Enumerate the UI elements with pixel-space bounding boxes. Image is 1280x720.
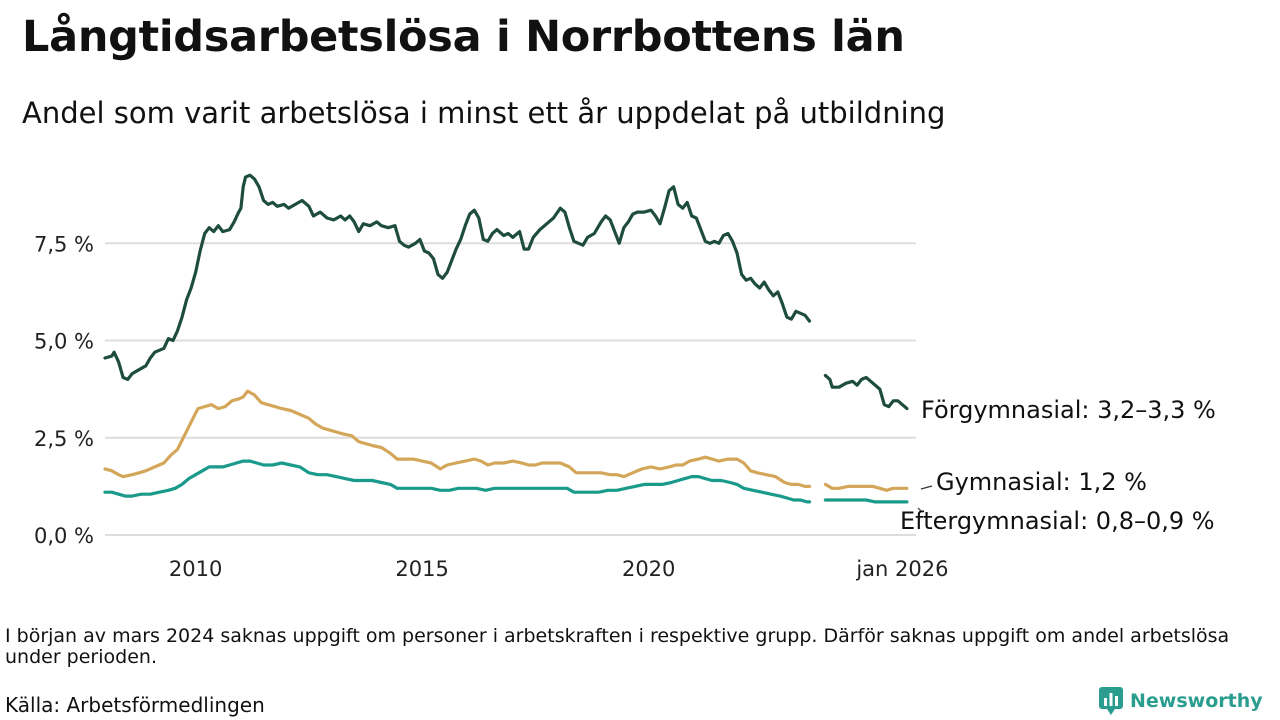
series-label-förgymnasial: Förgymnasial: 3,2–3,3 % (921, 396, 1216, 424)
brand-logo[interactable]: Newsworthy (1099, 687, 1263, 715)
x-tick-label-1: 2015 (395, 557, 448, 581)
y-tick-label-2: 5,0 % (34, 330, 94, 354)
y-tick-label-3: 7,5 % (34, 232, 94, 256)
chart-subtitle: Andel som varit arbetslösa i minst ett å… (22, 96, 946, 130)
series-line-gymnasial (103, 389, 909, 492)
chart-title: Långtidsarbetslösa i Norrbottens län (22, 12, 905, 62)
series-line-eftergymnasial (103, 459, 909, 504)
series-line-förgymnasial (103, 173, 909, 411)
series-label-eftergymnasial: Eftergymnasial: 0,8–0,9 % (900, 507, 1215, 535)
label-leader-gymnasial (920, 485, 933, 490)
series-label-gymnasial: Gymnasial: 1,2 % (936, 468, 1147, 496)
brand-name: Newsworthy (1130, 690, 1263, 712)
newsworthy-logo-icon (1099, 687, 1123, 715)
source-text: Källa: Arbetsförmedlingen (5, 693, 265, 717)
y-tick-label-0: 0,0 % (34, 524, 94, 548)
x-tick-label-2: 2020 (622, 557, 675, 581)
y-tick-label-1: 2,5 % (34, 427, 94, 451)
footnote: I början av mars 2024 saknas uppgift om … (5, 625, 1230, 668)
x-tick-label-0: 2010 (169, 557, 222, 581)
label-leader-eftergymnasial (917, 507, 923, 513)
x-tick-label-3: jan 2026 (855, 557, 948, 581)
